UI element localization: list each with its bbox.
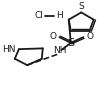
Text: NH: NH [53, 46, 66, 55]
Text: Cl: Cl [35, 11, 44, 20]
Text: HN: HN [2, 45, 16, 54]
Text: S: S [67, 38, 74, 48]
Text: H: H [56, 11, 63, 20]
Text: S: S [78, 2, 84, 11]
Text: O: O [86, 32, 93, 41]
Text: O: O [49, 32, 56, 41]
